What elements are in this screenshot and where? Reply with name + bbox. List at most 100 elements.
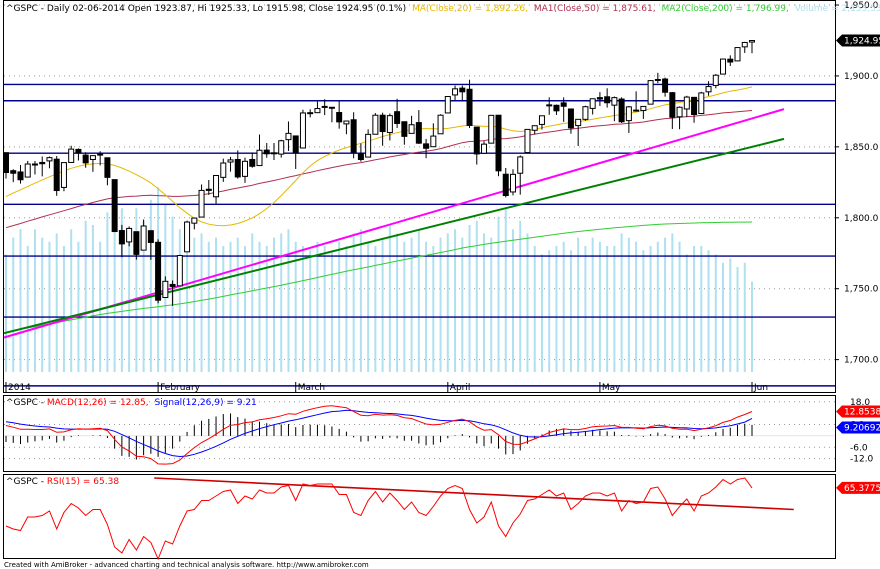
price-tick-label: 1,950.0 bbox=[844, 1, 879, 11]
candle-down bbox=[82, 154, 89, 164]
candle-down bbox=[75, 148, 82, 154]
moving-averages bbox=[5, 86, 753, 333]
candle-up bbox=[372, 114, 379, 135]
candle-up bbox=[712, 74, 719, 86]
rsi-panel-frame[interactable] bbox=[3, 474, 836, 559]
macd-tick-label: -12.0 bbox=[850, 455, 874, 465]
candle-down bbox=[466, 88, 473, 126]
candle-up bbox=[386, 115, 393, 134]
candle-up bbox=[220, 162, 227, 178]
macd-tick-label: 18.0 bbox=[850, 398, 870, 408]
macd-panel-frame[interactable] bbox=[3, 395, 836, 472]
candle-up bbox=[24, 163, 31, 178]
candle-up bbox=[60, 162, 67, 188]
price-panel-frame[interactable] bbox=[3, 0, 836, 393]
candle-up bbox=[213, 175, 220, 198]
rsi-legend-value: RSI(15) = 65.38 bbox=[47, 477, 119, 487]
candle-down bbox=[307, 112, 314, 115]
candle-down bbox=[662, 78, 669, 93]
x-tick-label: Jun bbox=[753, 383, 768, 393]
candle-up bbox=[89, 155, 96, 160]
candle-down bbox=[3, 152, 9, 174]
candle-down bbox=[104, 157, 111, 178]
legend-ma200: MA2(Close,200) = 1,796.99, bbox=[661, 4, 788, 14]
macd-legend-prefix: ^GSPC - bbox=[6, 398, 47, 408]
price-tick-label: 1,850.0 bbox=[844, 143, 879, 153]
x-tick-label: March bbox=[298, 383, 325, 393]
candle-down bbox=[553, 104, 560, 112]
candle-up bbox=[683, 96, 690, 110]
candle-up bbox=[625, 106, 632, 122]
candle-up bbox=[452, 88, 459, 96]
candle-up bbox=[611, 97, 618, 106]
candle-up bbox=[640, 105, 647, 112]
candle-up bbox=[285, 132, 292, 141]
candle-down bbox=[567, 108, 574, 129]
candle-up bbox=[314, 108, 321, 114]
footer-credit: Created with AmiBroker - advanced charti… bbox=[4, 561, 369, 569]
candle-up bbox=[444, 95, 451, 114]
rsi-value-box bbox=[836, 481, 880, 494]
candle-up bbox=[343, 120, 350, 125]
candle-down bbox=[31, 163, 38, 166]
candle-down bbox=[473, 126, 480, 155]
macd-legend-signal: Signal(12,26,9) = 9.21 bbox=[154, 398, 256, 408]
candle-up bbox=[227, 159, 234, 163]
candle-up bbox=[749, 40, 755, 43]
candle-up bbox=[531, 125, 538, 131]
signal-value-box bbox=[836, 421, 880, 434]
candle-up bbox=[256, 149, 263, 167]
candlesticks bbox=[3, 40, 755, 306]
candle-down bbox=[423, 143, 430, 149]
last-price-label: 1,924.95 bbox=[844, 37, 880, 47]
rsi-layer bbox=[5, 477, 753, 561]
candle-up bbox=[97, 153, 104, 156]
candle-up bbox=[242, 160, 249, 177]
macd-line bbox=[5, 405, 753, 465]
last-price-box bbox=[836, 34, 880, 47]
candle-down bbox=[205, 188, 212, 191]
ma50-line bbox=[5, 110, 753, 229]
rsi-legend-prefix: ^GSPC - bbox=[6, 477, 47, 487]
candle-up bbox=[524, 128, 531, 154]
candle-down bbox=[39, 161, 46, 165]
rsi-line bbox=[5, 477, 753, 561]
rsi-legend: ^GSPC - RSI(15) = 65.38 bbox=[6, 477, 119, 487]
candle-down bbox=[495, 114, 502, 172]
candle-down bbox=[169, 283, 176, 287]
candle-down bbox=[604, 96, 611, 104]
candle-up bbox=[430, 135, 437, 148]
macd-value-label: 12.8538 bbox=[844, 408, 880, 418]
candle-down bbox=[118, 230, 125, 245]
candle-up bbox=[538, 115, 545, 125]
trend-lines bbox=[3, 108, 794, 511]
x-tick-label: 2014 bbox=[8, 383, 31, 393]
candle-down bbox=[111, 179, 118, 233]
macd-legend: ^GSPC - MACD(12,26) = 12.85, Signal(12,2… bbox=[6, 398, 257, 408]
candle-up bbox=[698, 92, 705, 115]
candle-up bbox=[140, 225, 147, 251]
volume-bars bbox=[5, 187, 753, 372]
candle-down bbox=[394, 111, 401, 124]
candle-down bbox=[357, 153, 364, 160]
candle-down bbox=[691, 96, 698, 116]
candle-up bbox=[162, 280, 169, 298]
candle-up bbox=[676, 106, 683, 118]
legend-ma20: MA(Close,20) = 1,892.26, bbox=[412, 4, 528, 14]
candle-up bbox=[509, 173, 516, 193]
signal-line bbox=[5, 409, 753, 458]
candle-down bbox=[133, 231, 140, 255]
candle-up bbox=[582, 106, 589, 120]
candle-up bbox=[734, 47, 741, 62]
rsi-trend-line bbox=[154, 477, 794, 511]
candle-up bbox=[68, 148, 75, 163]
candle-up bbox=[278, 140, 285, 155]
candle-down bbox=[350, 119, 357, 153]
candle-up bbox=[299, 112, 306, 149]
candle-up bbox=[647, 80, 654, 105]
candle-up bbox=[126, 227, 133, 243]
magenta-trend-line bbox=[3, 108, 785, 339]
macd-value-box bbox=[836, 405, 880, 418]
candle-up bbox=[575, 118, 582, 127]
candle-up bbox=[176, 255, 183, 287]
